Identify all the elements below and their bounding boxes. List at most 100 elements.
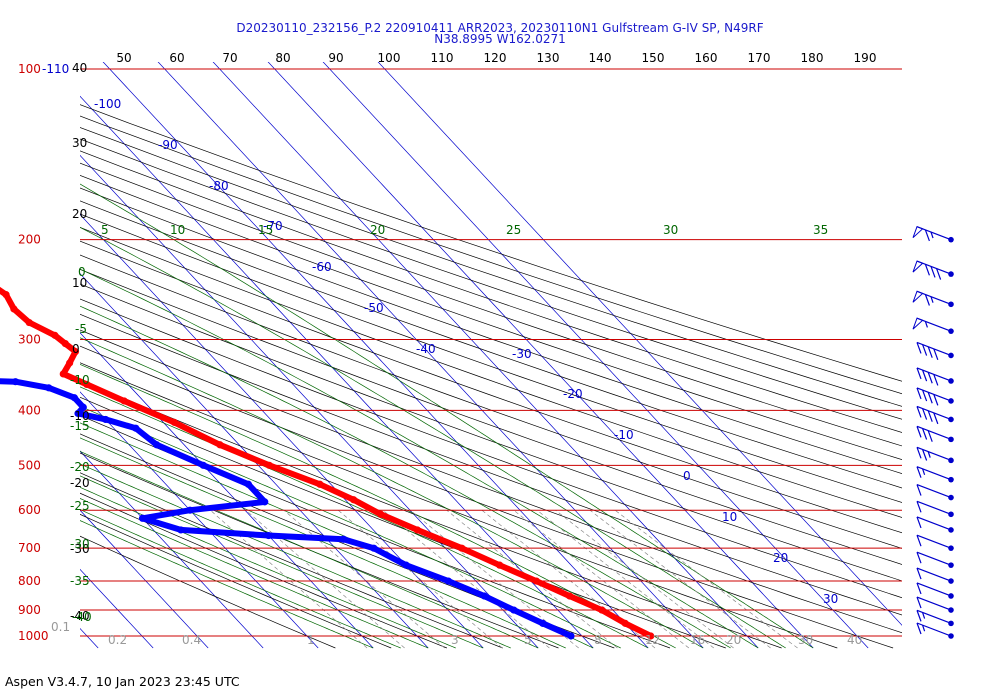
isotherm-label: -90 <box>158 138 178 152</box>
wind-barb-full <box>916 367 922 380</box>
dry-adiabat-line <box>80 513 392 649</box>
temperature-point <box>170 418 178 426</box>
dewpoint-point <box>370 544 378 552</box>
dry-adiabat-line <box>80 492 448 649</box>
wind-barb <box>916 341 954 361</box>
temperature-point <box>598 606 606 614</box>
wind-barb-half <box>930 296 934 303</box>
temperature-point <box>2 291 10 299</box>
wind-barb-full <box>916 534 922 547</box>
wind-barb <box>916 500 954 518</box>
left-tick-label: -40 <box>70 609 90 623</box>
dewpoint-point <box>70 394 79 402</box>
isotherm-label: -20 <box>563 387 583 401</box>
moist-adiabat-line <box>80 509 401 649</box>
wind-barb <box>916 425 954 443</box>
wind-barb-half <box>922 612 926 619</box>
temperature-point <box>265 461 273 469</box>
dewpoint-point <box>79 403 87 411</box>
mixing-ratio-label: 30 <box>798 633 813 647</box>
wind-barb-full <box>933 348 939 361</box>
temperature-point <box>496 561 504 569</box>
isotherm-label: 20 <box>773 551 788 565</box>
wind-barbs <box>912 226 954 639</box>
title-line-1: D20230110_232156_P.2 220910411 ARR2023, … <box>236 21 764 35</box>
dewpoint-point <box>480 592 488 600</box>
temperature-point <box>316 480 324 488</box>
dewpoint-point <box>45 384 53 392</box>
theta-e-label: -10 <box>70 373 90 387</box>
temperature-point <box>565 592 574 600</box>
dry-adiabat-line <box>80 240 902 534</box>
dry-adiabat-line <box>80 269 902 565</box>
temperature-point <box>413 526 421 534</box>
top-tick-label: 150 <box>642 51 665 65</box>
isotherm-line <box>157 62 704 649</box>
wind-barb <box>916 387 954 406</box>
isotherm-line <box>80 509 209 649</box>
wind-barb-half <box>922 468 926 475</box>
dewpoint-point <box>74 409 82 418</box>
isotherm-label: -30 <box>512 347 532 361</box>
wind-barb-full <box>916 484 922 496</box>
temperature-point <box>647 632 655 640</box>
top-tick-label: 110 <box>431 51 454 65</box>
theta-e-label: 30 <box>663 223 678 237</box>
temperature-point <box>458 544 466 552</box>
isotherm-label: 30 <box>823 592 838 606</box>
mixing-ratio-line <box>513 509 690 649</box>
wind-barb-full <box>916 447 922 459</box>
dewpoint-point <box>261 498 269 506</box>
dry-adiabat-line <box>80 200 902 489</box>
grid-lines <box>80 62 902 649</box>
mixing-ratio-label: 20 <box>726 633 741 647</box>
temperature-point <box>532 577 540 585</box>
top-tick-label: 90 <box>328 51 343 65</box>
wind-barb-shaft <box>916 484 952 499</box>
isotherm-line <box>322 62 869 649</box>
wind-barb-full <box>916 516 922 529</box>
wind-barb-half <box>922 624 926 632</box>
wind-barb-full <box>930 266 936 278</box>
isotherm-label: -40 <box>416 342 436 356</box>
wind-barb-station <box>948 416 954 423</box>
pressure-label: 300 <box>18 333 41 347</box>
left-tick-label: 0 <box>72 342 80 356</box>
wind-barb-full <box>922 428 928 440</box>
temperature-point <box>71 347 80 356</box>
temperature-point <box>61 339 69 348</box>
dry-adiabat-line <box>80 138 902 420</box>
wind-barb-shaft <box>916 466 952 481</box>
mixing-ratio-line <box>337 509 503 649</box>
dry-adiabat-line <box>80 115 902 395</box>
pressure-label: 500 <box>18 458 41 472</box>
wind-barb <box>916 534 954 551</box>
wind-barb-full <box>916 567 922 580</box>
dry-adiabat-line <box>80 345 894 649</box>
mixing-ratio-line <box>614 509 798 649</box>
dewpoint-point <box>199 461 207 469</box>
isotherm-line <box>80 95 594 649</box>
top-tick-label: 130 <box>537 51 560 65</box>
mixing-ratio-line <box>555 509 734 649</box>
theta-e-label: -25 <box>70 499 90 513</box>
top-tick-label: 50 <box>116 51 131 65</box>
moist-adiabat-line <box>80 486 456 649</box>
wind-barb-full <box>922 344 928 356</box>
wind-barb-full <box>922 369 928 382</box>
isotherm-label: -70 <box>263 219 283 233</box>
dry-adiabat-line <box>80 104 902 382</box>
wind-barb-full <box>927 372 933 384</box>
wind-barb <box>916 551 954 568</box>
pressure-label: 800 <box>18 574 41 588</box>
moist-adiabat-line <box>80 405 621 649</box>
theta-e-label: 0 <box>78 265 86 279</box>
theta-e-label: -15 <box>70 419 90 433</box>
mixing-ratio-label: 5 <box>524 633 532 647</box>
dry-adiabat-line <box>80 283 902 582</box>
left-tick-label: -30 <box>70 542 90 556</box>
temperature-point <box>621 619 629 627</box>
wind-barb-full <box>922 389 928 402</box>
wind-barb-full <box>933 412 939 425</box>
